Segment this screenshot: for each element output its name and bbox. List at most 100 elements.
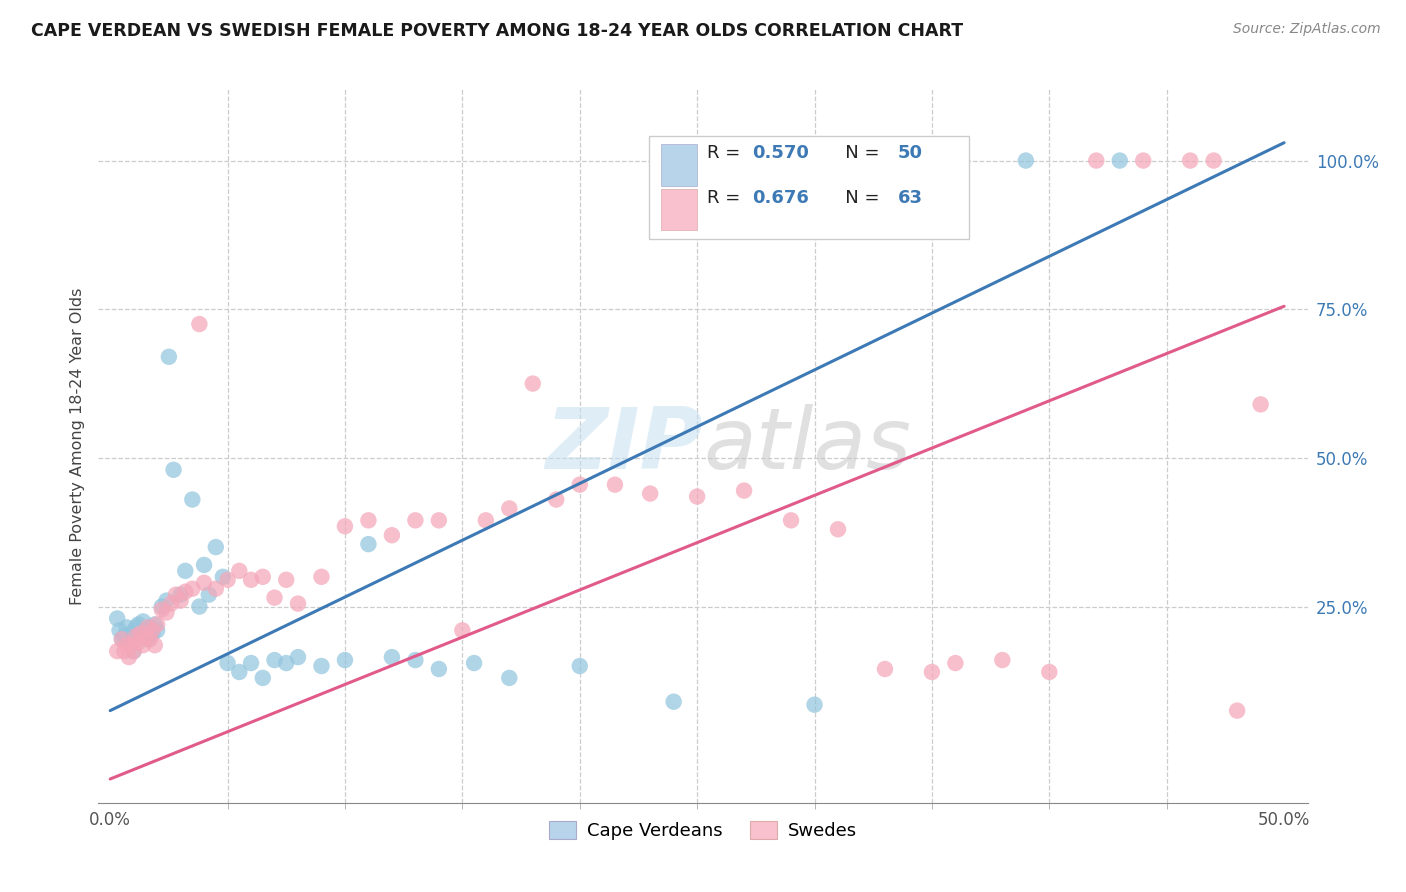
Text: R =: R =	[707, 189, 745, 207]
Point	[780, 513, 803, 527]
Point	[150, 599, 173, 614]
Point	[174, 564, 197, 578]
Point	[1108, 153, 1130, 168]
Point	[1250, 397, 1272, 411]
Point	[112, 629, 135, 643]
Point	[188, 599, 211, 614]
Point	[169, 588, 191, 602]
Point	[498, 671, 520, 685]
Point	[125, 629, 148, 643]
FancyBboxPatch shape	[661, 145, 697, 186]
Point	[188, 317, 211, 331]
Point	[638, 486, 661, 500]
Point	[105, 644, 128, 658]
Point	[165, 588, 187, 602]
Text: 0.676: 0.676	[752, 189, 810, 207]
Point	[381, 528, 404, 542]
Point	[143, 617, 166, 632]
Point	[181, 582, 204, 596]
Point	[127, 635, 149, 649]
Point	[115, 620, 138, 634]
Point	[357, 537, 380, 551]
Point	[134, 624, 156, 638]
Point	[311, 659, 333, 673]
Point	[276, 656, 298, 670]
Point	[141, 626, 163, 640]
Point	[217, 573, 239, 587]
Point	[217, 656, 239, 670]
Point	[333, 653, 356, 667]
Point	[111, 632, 134, 647]
Point	[733, 483, 755, 498]
Point	[404, 513, 426, 527]
Text: atlas: atlas	[703, 404, 911, 488]
Point	[105, 611, 128, 625]
Point	[873, 662, 896, 676]
Point	[118, 635, 141, 649]
Point	[120, 626, 142, 640]
Point	[287, 597, 309, 611]
Point	[129, 629, 152, 643]
Point	[162, 463, 184, 477]
Point	[127, 617, 149, 632]
Point	[803, 698, 825, 712]
Point	[240, 656, 263, 670]
Point	[404, 653, 426, 667]
Point	[252, 671, 274, 685]
Point	[1038, 665, 1060, 679]
Legend: Cape Verdeans, Swedes: Cape Verdeans, Swedes	[541, 814, 865, 847]
Text: 0.570: 0.570	[752, 145, 810, 162]
Point	[136, 632, 159, 647]
Point	[146, 624, 169, 638]
Point	[129, 626, 152, 640]
Point	[169, 593, 191, 607]
Point	[240, 573, 263, 587]
Point	[212, 570, 235, 584]
Point	[568, 659, 591, 673]
Y-axis label: Female Poverty Among 18-24 Year Olds: Female Poverty Among 18-24 Year Olds	[69, 287, 84, 605]
Text: ZIP: ZIP	[546, 404, 703, 488]
Point	[157, 350, 180, 364]
Text: N =: N =	[828, 145, 884, 162]
Point	[118, 650, 141, 665]
Point	[160, 597, 183, 611]
Point	[111, 632, 134, 647]
Point	[125, 620, 148, 634]
Point	[143, 638, 166, 652]
Point	[1226, 704, 1249, 718]
Point	[181, 492, 204, 507]
Point	[252, 570, 274, 584]
Point	[120, 638, 142, 652]
Point	[427, 513, 450, 527]
Point	[686, 490, 709, 504]
Point	[132, 615, 155, 629]
Point	[134, 629, 156, 643]
Point	[921, 665, 943, 679]
Point	[357, 513, 380, 527]
Point	[139, 620, 162, 634]
Point	[451, 624, 474, 638]
Point	[193, 558, 215, 572]
Point	[991, 653, 1014, 667]
Point	[498, 501, 520, 516]
Text: N =: N =	[828, 189, 884, 207]
Point	[132, 638, 155, 652]
Point	[827, 522, 849, 536]
Point	[139, 632, 162, 647]
FancyBboxPatch shape	[648, 136, 969, 239]
Point	[333, 519, 356, 533]
Point	[228, 564, 250, 578]
Point	[463, 656, 485, 670]
Point	[603, 477, 626, 491]
Point	[381, 650, 404, 665]
Point	[546, 492, 568, 507]
Point	[204, 582, 226, 596]
Point	[263, 591, 285, 605]
Point	[122, 644, 145, 658]
Point	[568, 477, 591, 491]
Text: R =: R =	[707, 145, 745, 162]
Point	[193, 575, 215, 590]
Point	[197, 588, 219, 602]
Point	[112, 644, 135, 658]
Point	[945, 656, 967, 670]
